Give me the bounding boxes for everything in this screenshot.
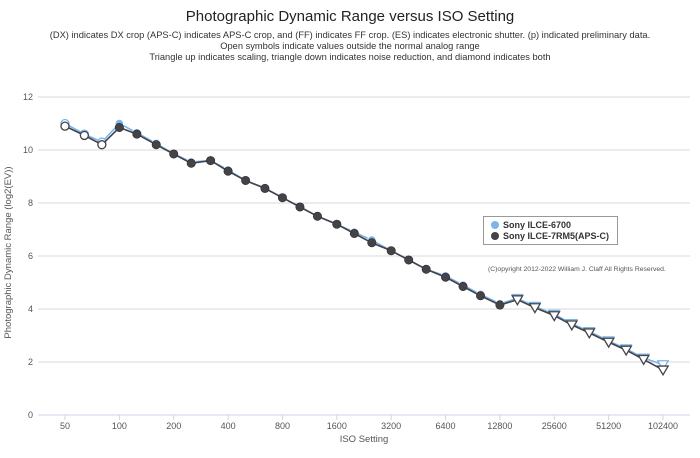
y-tick-label: 10 — [23, 145, 33, 155]
data-point — [441, 272, 451, 282]
series-line — [64, 125, 664, 371]
data-point-triangle-down — [602, 337, 615, 349]
legend-item-sony-6700[interactable]: Sony ILCE-6700 — [491, 219, 571, 231]
legend-label-sony-6700: Sony ILCE-6700 — [503, 220, 572, 230]
data-point — [386, 246, 396, 256]
chart-subtitle-line-3: Triangle up indicates scaling, triangle … — [149, 52, 551, 62]
data-point — [367, 238, 377, 248]
data-point — [277, 193, 287, 203]
x-tick-label: 1600 — [327, 421, 347, 431]
data-point — [114, 122, 124, 132]
x-tick-label: 3200 — [381, 421, 401, 431]
y-tick-label: 0 — [28, 410, 33, 420]
data-point-open-circle — [79, 130, 90, 141]
data-point-triangle-down — [547, 311, 561, 322]
data-point-triangle-down — [656, 360, 670, 371]
data-point-triangle-down — [511, 295, 524, 306]
data-point — [169, 149, 179, 159]
data-point — [476, 291, 486, 301]
data-point-open-circle — [60, 121, 70, 131]
data-point — [151, 140, 161, 150]
chart-subtitle-line-2: Open symbols indicate values outside the… — [220, 41, 480, 51]
data-point-open-circle — [97, 140, 107, 150]
y-tick-label: 4 — [28, 304, 33, 314]
data-point — [421, 264, 431, 274]
data-point-triangle-down — [656, 365, 670, 377]
data-point — [132, 129, 142, 139]
copyright-notice: (C)opyright 2012-2022 William J. Claff A… — [488, 266, 666, 273]
data-point-triangle-down — [582, 328, 596, 340]
x-tick-label: 6400 — [436, 421, 456, 431]
data-point — [404, 255, 414, 265]
data-point — [495, 300, 505, 310]
y-tick-label: 12 — [23, 92, 33, 102]
data-point — [186, 158, 196, 168]
data-point — [458, 281, 468, 291]
data-point — [241, 175, 251, 185]
y-tick-label: 8 — [28, 198, 33, 208]
data-point — [295, 202, 305, 212]
data-point — [223, 166, 233, 176]
data-point-triangle-down — [565, 320, 579, 332]
data-point — [332, 219, 342, 229]
x-tick-label: 100 — [112, 421, 127, 431]
data-point — [312, 211, 322, 221]
data-point-triangle-down — [637, 354, 650, 366]
x-axis-title: ISO Setting — [340, 434, 389, 445]
legend: Sony ILCE-6700 Sony ILCE-7RM5(APS-C) — [483, 216, 618, 245]
y-axis-title: Photographic Dynamic Range (log2(EV)) — [3, 166, 14, 338]
data-point — [206, 156, 216, 166]
x-tick-label: 50 — [60, 421, 70, 431]
y-tick-label: 6 — [28, 251, 33, 261]
legend-marker-sony-7rm5 — [491, 232, 499, 240]
x-tick-label: 800 — [275, 421, 290, 431]
y-tick-label: 2 — [28, 357, 33, 367]
x-tick-label: 25600 — [542, 421, 567, 431]
chart-title: Photographic Dynamic Range versus ISO Se… — [185, 8, 515, 25]
x-tick-label: 51200 — [596, 421, 621, 431]
data-point-triangle-down — [528, 303, 542, 314]
x-tick-label: 12800 — [487, 421, 512, 431]
data-point-triangle-down — [619, 345, 633, 357]
x-tick-label: 102400 — [648, 421, 678, 431]
data-point — [349, 228, 359, 238]
x-tick-label: 400 — [221, 421, 236, 431]
x-tick-label: 200 — [166, 421, 181, 431]
legend-label-sony-7rm5: Sony ILCE-7RM5(APS-C) — [503, 231, 610, 241]
legend-item-sony-7rm5[interactable]: Sony ILCE-7RM5(APS-C) — [491, 230, 609, 242]
legend-marker-sony-6700 — [491, 221, 499, 229]
data-point — [260, 183, 270, 193]
chart-subtitle-line-1: (DX) indicates DX crop (APS-C) indicates… — [49, 30, 651, 40]
series-sony-7rm5 — [60, 121, 670, 377]
